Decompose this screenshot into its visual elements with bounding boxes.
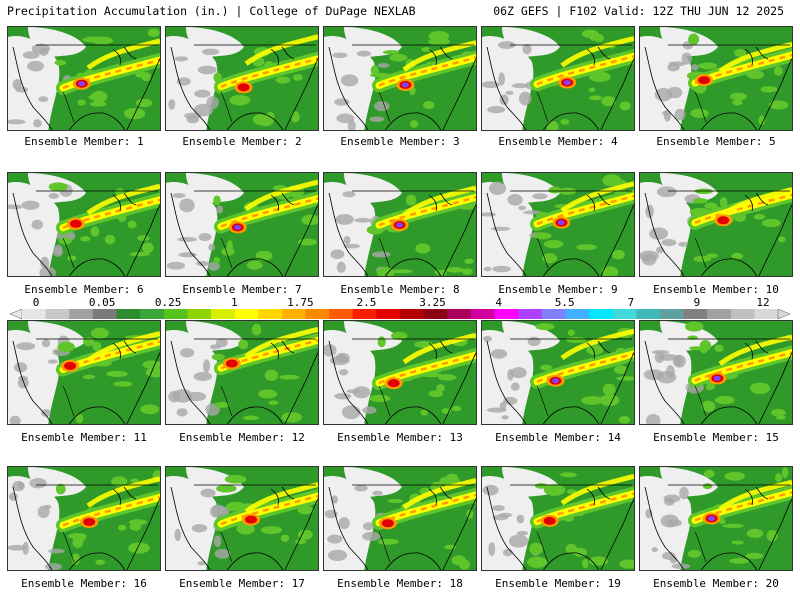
member-caption: Ensemble Member: 3 — [340, 135, 460, 148]
member-caption: Ensemble Member: 4 — [498, 135, 618, 148]
forecast-valid-time: 06Z GEFS | F102 Valid: 12Z THU JUN 12 20… — [493, 4, 784, 18]
member-map-panel — [639, 466, 793, 571]
colorbar-tick-label: 3.25 — [419, 296, 446, 309]
member-map-panel — [7, 320, 161, 425]
member-map-panel — [481, 26, 635, 131]
member-map-panel — [165, 172, 319, 277]
colorbar-swatch — [329, 309, 354, 319]
colorbar-tick-label: 2.5 — [356, 296, 377, 309]
member-map-panel — [323, 320, 477, 425]
member-map-panel — [639, 26, 793, 131]
colorbar-swatch — [754, 309, 779, 319]
member-caption: Ensemble Member: 15 — [653, 431, 779, 444]
colorbar-swatch — [258, 309, 283, 319]
colorbar-swatch — [730, 309, 755, 319]
colorbar-swatch — [140, 309, 165, 319]
member-caption: Ensemble Member: 9 — [498, 283, 618, 296]
colorbar-swatch — [281, 309, 306, 319]
member-map-panel — [165, 26, 319, 131]
colorbar-swatch — [116, 309, 141, 319]
colorbar-tick-label: 0.25 — [154, 296, 182, 309]
member-caption: Ensemble Member: 13 — [337, 431, 463, 444]
member-caption: Ensemble Member: 8 — [340, 283, 460, 296]
colorbar-swatch — [211, 309, 236, 319]
member-caption: Ensemble Member: 7 — [182, 283, 302, 296]
member-map-panel — [639, 172, 793, 277]
member-caption: Ensemble Member: 6 — [24, 283, 144, 296]
member-caption: Ensemble Member: 2 — [182, 135, 302, 148]
member-caption: Ensemble Member: 18 — [337, 577, 463, 590]
member-map-panel — [481, 172, 635, 277]
colorbar-swatch — [494, 309, 519, 319]
colorbar-left-arrow — [10, 309, 23, 319]
colorbar-tick-label: 1.75 — [287, 296, 314, 309]
colorbar-swatch — [22, 309, 47, 319]
colorbar-swatch — [565, 309, 590, 319]
colorbar-swatch — [376, 309, 401, 319]
member-map-panel — [7, 26, 161, 131]
colorbar-swatch — [305, 309, 330, 319]
colorbar-swatch — [707, 309, 732, 319]
member-map-panel — [165, 320, 319, 425]
member-map-panel — [481, 466, 635, 571]
colorbar-swatch — [423, 309, 448, 319]
precipitation-colorbar — [10, 309, 790, 319]
colorbar-swatch — [45, 309, 70, 319]
colorbar-tick-label: 1 — [230, 296, 238, 309]
colorbar-swatch — [234, 309, 259, 319]
colorbar-swatch — [683, 309, 708, 319]
member-map-panel — [165, 466, 319, 571]
member-map-panel — [7, 466, 161, 571]
colorbar-swatch — [636, 309, 661, 319]
colorbar-swatch — [352, 309, 377, 319]
member-caption: Ensemble Member: 11 — [21, 431, 147, 444]
colorbar-swatch — [518, 309, 543, 319]
colorbar-swatch — [400, 309, 425, 319]
member-caption: Ensemble Member: 19 — [495, 577, 621, 590]
map-title: Precipitation Accumulation (in.) | Colle… — [7, 4, 416, 18]
member-caption: Ensemble Member: 16 — [21, 577, 147, 590]
colorbar-tick-label: 0.05 — [88, 296, 116, 309]
colorbar-swatch — [187, 309, 212, 319]
colorbar-tick-label: 4 — [495, 296, 502, 309]
colorbar-tick-label: 5.5 — [554, 296, 575, 309]
colorbar-swatch — [589, 309, 614, 319]
colorbar-swatch — [92, 309, 117, 319]
colorbar-tick-label: 9 — [693, 296, 701, 309]
colorbar-tick-label: 12 — [756, 296, 770, 309]
colorbar-swatch — [659, 309, 684, 319]
colorbar-swatch — [69, 309, 94, 319]
member-caption: Ensemble Member: 14 — [495, 431, 621, 444]
member-caption: Ensemble Member: 12 — [179, 431, 305, 444]
member-caption: Ensemble Member: 10 — [653, 283, 779, 296]
colorbar-swatch — [612, 309, 637, 319]
member-map-panel — [323, 466, 477, 571]
colorbar-swatch — [447, 309, 472, 319]
member-caption: Ensemble Member: 5 — [656, 135, 776, 148]
member-caption: Ensemble Member: 1 — [24, 135, 144, 148]
member-map-panel — [481, 320, 635, 425]
colorbar-swatch — [541, 309, 566, 319]
member-map-panel — [639, 320, 793, 425]
colorbar-tick-label: 7 — [627, 296, 635, 309]
colorbar-right-arrow — [777, 309, 790, 319]
colorbar-swatch — [163, 309, 188, 319]
colorbar-tick-label: 0 — [32, 296, 40, 309]
colorbar-swatch — [470, 309, 495, 319]
member-caption: Ensemble Member: 17 — [179, 577, 305, 590]
member-map-panel — [323, 172, 477, 277]
member-map-panel — [323, 26, 477, 131]
member-caption: Ensemble Member: 20 — [653, 577, 779, 590]
member-map-panel — [7, 172, 161, 277]
